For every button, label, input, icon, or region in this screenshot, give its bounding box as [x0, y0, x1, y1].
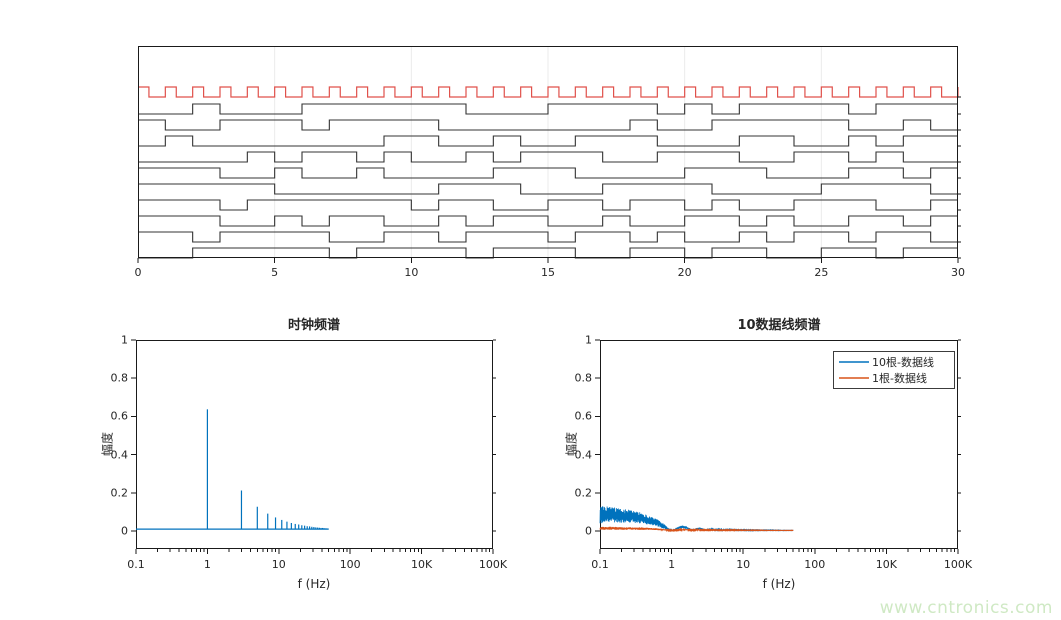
legend-box[interactable]: 10根-数据线 1根-数据线 [833, 351, 955, 389]
data-spectrum-plot [595, 339, 961, 554]
data-signal-trace-7 [138, 199, 958, 211]
legend-entry-10-lines[interactable]: 10根-数据线 [836, 355, 948, 370]
data_spectrum-x-tick-label: 10K [875, 558, 897, 571]
clock_spectrum-x-tick-label: 100 [339, 558, 361, 571]
clock_spectrum-y-tick-label: 0.4 [110, 448, 129, 462]
data_spectrum-y-tick-label: 0 [585, 524, 592, 538]
data-signal-trace-5 [138, 167, 958, 179]
data-signal-trace-1 [138, 103, 958, 115]
data_spectrum-y-tick-label: 0.8 [574, 371, 593, 385]
legend-label-1-line: 1根-数据线 [872, 372, 927, 385]
legend-label-10-lines: 10根-数据线 [872, 356, 934, 369]
data_spectrum-y-tick-label: 0.6 [574, 409, 593, 423]
axes-box [136, 340, 493, 549]
legend-line-orange [839, 377, 869, 379]
data_spectrum-x-tick-label: 0.1 [591, 558, 609, 571]
clock_spectrum-x-tick-label: 10K [410, 558, 433, 571]
watermark: www.cntronics.com [879, 598, 1053, 618]
timing-axes-box [138, 46, 958, 258]
clock_spectrum-x-tick-label: 0.1 [127, 558, 145, 571]
data_spectrum-x-tick-label: 100 [804, 558, 826, 571]
clock_spectrum-x-tick-label: 10 [271, 558, 286, 571]
clock_spectrum-y-tick-label: 0.2 [110, 486, 129, 500]
data-signal-trace-9 [138, 231, 958, 243]
clock_spectrum-x-tick-label: 1 [203, 558, 211, 571]
timing-x-tick-label: 10 [404, 266, 419, 279]
data_spectrum-x-tick-label: 10 [736, 558, 751, 571]
noise-trace-10-lines [599, 506, 794, 532]
timing-x-tick-label: 30 [951, 266, 965, 279]
timing-x-tick-label: 5 [271, 266, 279, 279]
data-signal-trace-8 [138, 215, 958, 227]
legend-entry-1-line[interactable]: 1根-数据线 [836, 371, 948, 386]
timing-x-tick-label: 15 [541, 266, 555, 279]
clock_spectrum-x-tick-label: 100K [478, 558, 508, 571]
data-signal-trace-3 [138, 135, 958, 147]
data_spectrum-x-tick-label: 100K [943, 558, 973, 571]
harmonic-stems [206, 409, 329, 530]
clock-spectrum-xlabel: f (Hz) [297, 577, 331, 591]
legend-line-blue [839, 361, 869, 363]
clock_spectrum-y-tick-label: 0 [121, 524, 128, 538]
timing-x-tick-label: 25 [814, 266, 829, 279]
timing-x-tick-label: 0 [134, 266, 142, 279]
clock-spectrum-plot [131, 339, 496, 554]
data-signal-trace-6 [138, 183, 958, 195]
clock_spectrum-y-tick-label: 0.8 [110, 371, 129, 385]
noise-trace-1-line [599, 526, 794, 533]
clock_spectrum-y-tick-label: 1 [121, 333, 128, 347]
timing-x-tick-label: 20 [677, 266, 692, 279]
clock-trace [138, 86, 959, 98]
clock_spectrum-y-tick-label: 0.6 [110, 409, 129, 423]
data_spectrum-y-tick-label: 1 [585, 333, 592, 347]
data_spectrum-y-tick-label: 0.2 [574, 486, 593, 500]
clock-spectrum-title: 时钟频谱 [287, 318, 341, 333]
data-spectrum-title: 10数据线频谱 [737, 318, 821, 333]
data-spectrum-xlabel: f (Hz) [762, 577, 796, 591]
timing-plot [137, 46, 961, 263]
data-signal-trace-2 [138, 119, 958, 131]
data_spectrum-y-tick-label: 0.4 [574, 448, 593, 462]
data_spectrum-x-tick-label: 1 [668, 558, 676, 571]
data-signal-trace-4 [138, 151, 958, 163]
axes-box [600, 340, 958, 549]
